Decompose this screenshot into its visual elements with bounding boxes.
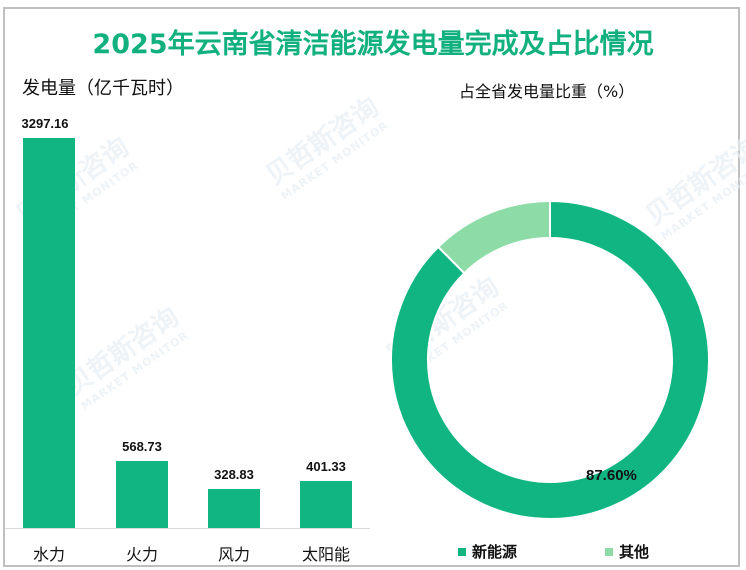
legend-swatch-icon bbox=[605, 547, 613, 556]
x-axis-category-label: 水力 bbox=[32, 545, 65, 564]
bar-value-label: 328.83 bbox=[214, 467, 254, 483]
legend-label: 新能源 bbox=[472, 543, 518, 561]
x-axis-category-label: 火力 bbox=[125, 545, 158, 564]
legend-item-other: 其他 bbox=[605, 541, 649, 562]
bar bbox=[116, 460, 168, 528]
donut-data-label: 87.60% bbox=[586, 467, 637, 484]
bar bbox=[300, 480, 352, 528]
bar bbox=[208, 489, 260, 528]
bar-value-label: 3297.16 bbox=[21, 116, 69, 131]
x-axis-line bbox=[5, 528, 370, 529]
x-axis-category-label: 风力 bbox=[217, 545, 250, 564]
bar-chart-subtitle: 发电量（亿千瓦时） bbox=[22, 78, 184, 99]
legend-item-new-energy: 新能源 bbox=[458, 541, 517, 562]
bar-value-label: 568.73 bbox=[122, 438, 162, 454]
donut-chart-subtitle: 占全省发电量比重（%） bbox=[459, 82, 635, 101]
legend-label: 其他 bbox=[619, 543, 650, 561]
legend-swatch-icon bbox=[458, 547, 466, 556]
bar-value-label: 401.33 bbox=[306, 458, 346, 474]
chart-title: 2025年云南省清洁能源发电量完成及占比情况 bbox=[92, 29, 654, 60]
x-axis-category-label: 太阳能 bbox=[301, 545, 350, 564]
bar bbox=[23, 138, 75, 528]
